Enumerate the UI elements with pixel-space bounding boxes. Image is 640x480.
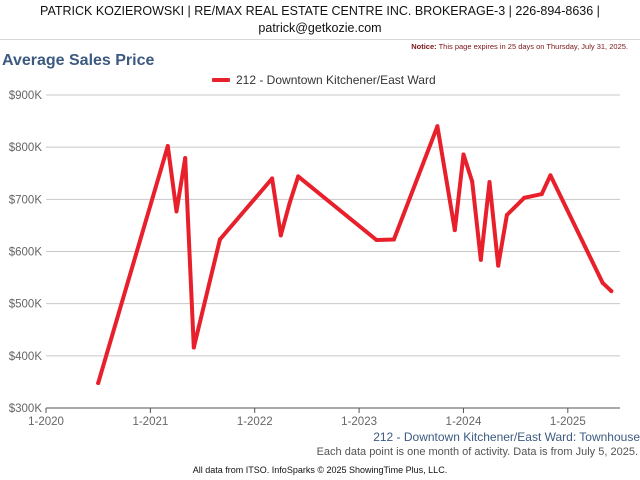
y-tick-label: $900K bbox=[9, 90, 43, 102]
y-tick-label: $700K bbox=[9, 194, 43, 206]
data-point bbox=[435, 124, 440, 129]
data-point bbox=[191, 345, 196, 350]
y-tick-label: $600K bbox=[9, 247, 43, 259]
data-point bbox=[174, 209, 179, 214]
data-point bbox=[183, 156, 188, 161]
x-tick-label: 1-2025 bbox=[550, 416, 586, 428]
data-point bbox=[374, 238, 379, 243]
agent-email[interactable]: patrick@getkozie.com bbox=[258, 21, 382, 35]
data-point bbox=[287, 201, 292, 206]
notice-text: This page expires in 25 days on Thursday… bbox=[438, 42, 628, 51]
data-point bbox=[504, 212, 509, 217]
data-point bbox=[270, 176, 275, 181]
x-tick-label: 1-2024 bbox=[446, 416, 482, 428]
data-point bbox=[461, 152, 466, 157]
y-tick-label: $800K bbox=[9, 142, 43, 154]
y-tick-label: $300K bbox=[9, 403, 43, 415]
data-point bbox=[165, 144, 170, 149]
x-tick-label: 1-2020 bbox=[28, 416, 64, 428]
data-point bbox=[609, 289, 614, 294]
data-credit: All data from ITSO. InfoSparks © 2025 Sh… bbox=[192, 465, 448, 475]
data-point bbox=[522, 195, 527, 200]
chart-subtitle: 212 - Downtown Kitchener/East Ward: Town… bbox=[373, 430, 640, 444]
legend-swatch bbox=[212, 78, 230, 82]
data-point bbox=[391, 237, 396, 242]
data-point bbox=[478, 257, 483, 262]
data-note: Each data point is one month of activity… bbox=[316, 446, 638, 458]
y-tick-label: $400K bbox=[9, 351, 43, 363]
agent-header: PATRICK KOZIEROWSKI | RE/MAX REAL ESTATE… bbox=[0, 0, 640, 40]
data-point bbox=[548, 173, 553, 178]
x-tick-label: 1-2021 bbox=[132, 416, 168, 428]
series-line bbox=[96, 124, 614, 385]
notice-label: Notice: bbox=[411, 42, 437, 51]
expiry-notice: Notice: This page expires in 25 days on … bbox=[411, 42, 628, 51]
x-tick-label: 1-2023 bbox=[341, 416, 377, 428]
agent-contact-line: PATRICK KOZIEROWSKI | RE/MAX REAL ESTATE… bbox=[40, 4, 600, 18]
data-point bbox=[96, 380, 101, 385]
data-point bbox=[600, 280, 605, 285]
data-point bbox=[452, 228, 457, 233]
data-point bbox=[278, 233, 283, 238]
y-tick-label: $500K bbox=[9, 299, 43, 311]
data-point bbox=[487, 180, 492, 185]
chart-legend: 212 - Downtown Kitchener/East Ward bbox=[212, 73, 436, 87]
data-point bbox=[296, 174, 301, 179]
data-point bbox=[470, 179, 475, 184]
data-point bbox=[496, 263, 501, 268]
x-tick-label: 1-2022 bbox=[237, 416, 273, 428]
data-point bbox=[539, 192, 544, 197]
chart-title: Average Sales Price bbox=[2, 52, 155, 69]
data-point bbox=[217, 237, 222, 242]
legend-label: 212 - Downtown Kitchener/East Ward bbox=[236, 73, 436, 87]
